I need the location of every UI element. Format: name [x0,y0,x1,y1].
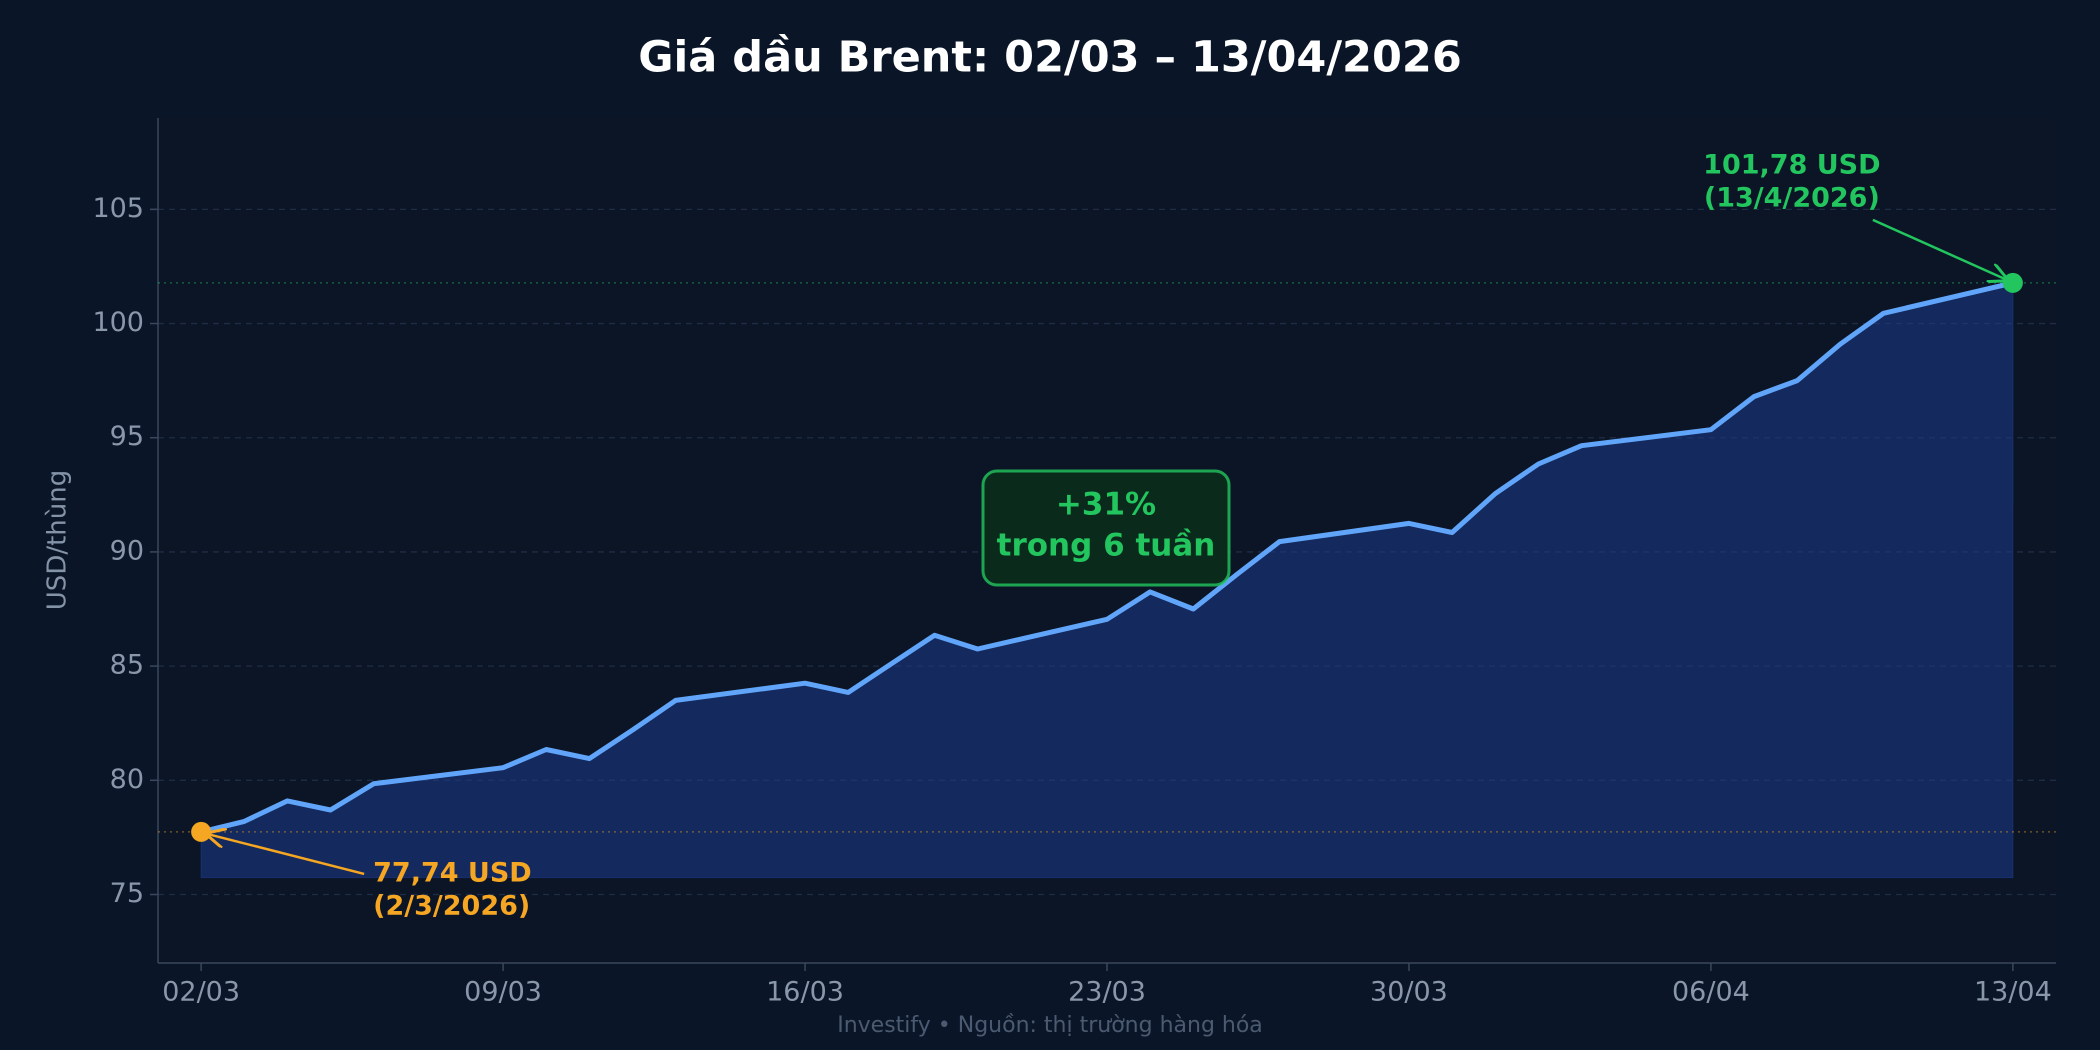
start-arrow [207,834,365,876]
x-tick-label: 13/04 [1974,977,2052,1008]
change-box [981,469,1231,587]
y-tick-label: 85 [110,650,144,681]
x-tick-label: 06/04 [1672,977,1750,1008]
y-tick-label: 90 [110,535,144,566]
end-point [2002,272,2023,293]
start-annotation: (2/3/2026) [373,890,530,921]
change-annotation: +31% [1056,487,1156,523]
y-tick-label: 95 [110,421,144,452]
y-tick-label: 105 [92,193,144,224]
y-axis-label: USD/thùng [43,470,73,610]
x-tick-label: 09/03 [464,977,542,1008]
end-annotation: 101,78 USD [1703,149,1880,180]
x-tick-label: 02/03 [162,977,240,1008]
start-annotation: 77,74 USD [373,857,532,888]
start-point [191,821,212,842]
y-tick-label: 75 [110,878,144,909]
change-annotation: trong 6 tuần [997,528,1216,564]
x-tick-label: 30/03 [1370,977,1448,1008]
x-tick-label: 23/03 [1068,977,1146,1008]
y-tick-label: 80 [110,764,144,795]
y-tick-label: 100 [92,307,144,338]
end-annotation: (13/4/2026) [1704,182,1880,213]
price-line [200,280,2014,835]
end-arrow [1872,218,2007,280]
footer: Investify • Nguồn: thị trường hàng hóa [837,1013,1263,1038]
chart-title: Giá dầu Brent: 02/03 – 13/04/2026 [638,33,1461,83]
x-tick-label: 16/03 [766,977,844,1008]
